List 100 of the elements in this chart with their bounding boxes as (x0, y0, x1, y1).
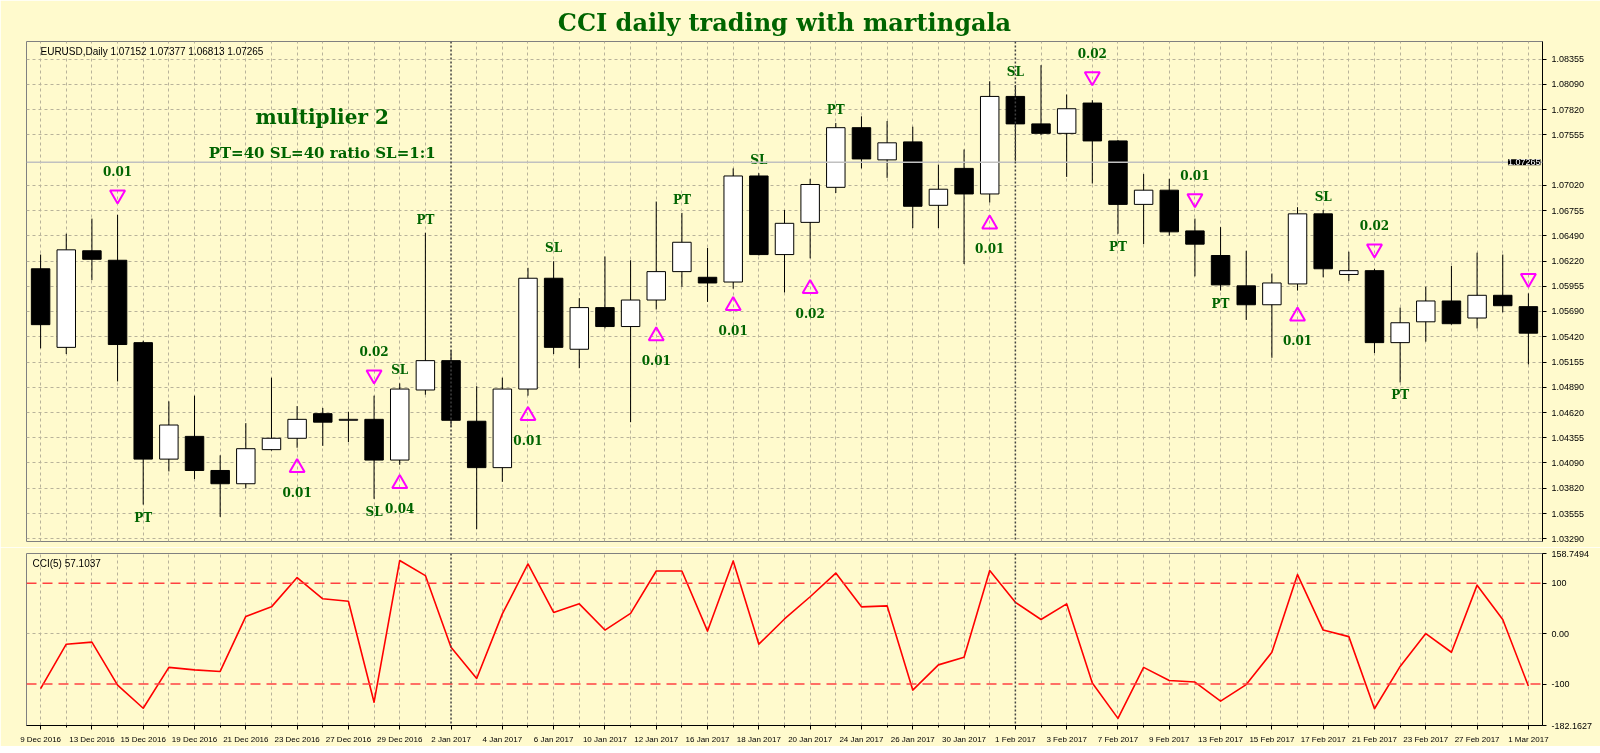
annotation: PT (134, 510, 153, 525)
candlestick (1493, 254, 1513, 313)
annotation: 0.02 (1077, 46, 1107, 61)
point (109, 189, 127, 205)
y-tick-label: 1.05955 (1551, 281, 1585, 292)
y-tick-label: -182.1627 (1551, 720, 1593, 731)
y-tick-label: 1.07555 (1551, 129, 1585, 140)
candlestick (261, 377, 282, 452)
candlestick (1339, 251, 1359, 282)
point (647, 326, 665, 342)
x-tick-label: 27 Dec 2016 (325, 734, 372, 744)
y-tick-label: 1.04355 (1551, 432, 1585, 443)
annotation: PT (672, 192, 691, 207)
y-tick-label: 1.05690 (1551, 306, 1585, 317)
candlestick (697, 247, 718, 303)
chart-title: CCI daily trading with martingala (557, 7, 1012, 37)
point (1083, 71, 1101, 87)
y-tick-label: 1.05155 (1551, 357, 1585, 368)
candlestick (287, 405, 307, 449)
annotation: SL (391, 363, 409, 378)
y-tick-label: 1.07020 (1551, 180, 1585, 191)
annotation: PT (1108, 239, 1128, 254)
x-tick-label: 15 Dec 2016 (120, 734, 167, 744)
candlestick (338, 411, 359, 443)
point (724, 296, 742, 312)
candlestick (1262, 273, 1282, 359)
candlestick (313, 407, 333, 447)
y-tick-label: 1.08355 (1551, 54, 1585, 65)
x-tick-label: 12 Jan 2017 (634, 734, 679, 744)
ref-line-label: 1.07265 (1507, 157, 1541, 168)
annotation: 0.02 (795, 306, 825, 321)
x-tick-label: 9 Dec 2016 (20, 734, 62, 744)
x-tick-label: 1 Mar 2017 (1508, 734, 1550, 744)
x-tick-label: 7 Feb 2017 (1097, 734, 1139, 744)
y-tick-label: 1.06220 (1551, 256, 1585, 267)
point (1519, 272, 1537, 288)
x-tick-label: 27 Feb 2017 (1454, 734, 1501, 744)
candlestick (595, 255, 615, 329)
x-tick-label: 20 Jan 2017 (788, 734, 833, 744)
candlestick (1236, 250, 1256, 321)
candlestick (1467, 252, 1487, 329)
point (1289, 306, 1307, 322)
candlestick (1416, 286, 1436, 343)
candlestick (1441, 265, 1462, 326)
candlestick (1185, 218, 1205, 277)
x-tick-label: 10 Jan 2017 (582, 734, 628, 744)
x-tick-label: 13 Feb 2017 (1198, 734, 1244, 744)
x-tick-label: 21 Dec 2016 (223, 734, 270, 744)
point (519, 405, 537, 421)
y-tick-label: 1.04090 (1551, 457, 1585, 468)
point (1186, 193, 1204, 209)
y-tick-label: 1.08090 (1551, 79, 1585, 90)
x-tick-label: 29 Dec 2016 (377, 734, 423, 744)
x-tick-label: 26 Jan 2017 (890, 734, 936, 744)
y-tick-label: 0.00 (1551, 628, 1570, 639)
candlestick (928, 164, 949, 229)
x-tick-label: 30 Jan 2017 (942, 734, 987, 744)
candlestick (1031, 64, 1051, 136)
annotation: 0.01 (975, 242, 1005, 257)
annotation: 0.01 (513, 433, 543, 448)
candlestick (877, 120, 897, 179)
y-tick-label: 1.06755 (1551, 205, 1585, 216)
y-tick-label: 158.7494 (1551, 548, 1590, 559)
annotation: SL (545, 241, 563, 256)
x-tick-label: 9 Feb 2017 (1149, 734, 1191, 744)
x-tick-label: 1 Feb 2017 (995, 734, 1037, 744)
annotation: multiplier 2 (255, 104, 389, 129)
annotation: 0.01 (1282, 334, 1313, 349)
candlestick (210, 454, 230, 518)
x-tick-label: 16 Jan 2017 (685, 734, 731, 744)
x-tick-label: 24 Jan 2017 (839, 734, 885, 744)
y-tick-label: 100 (1551, 578, 1567, 589)
y-tick-label: 1.06490 (1551, 230, 1585, 241)
annotation: 0.01 (1180, 168, 1210, 183)
point (288, 457, 306, 473)
x-tick-label: 21 Feb 2017 (1352, 734, 1398, 744)
annotation: PT (1211, 296, 1230, 311)
annotation: SL (365, 504, 384, 519)
annotation: SL (1006, 65, 1025, 80)
x-tick-label: 18 Jan 2017 (736, 734, 782, 744)
x-tick-label: 23 Dec 2016 (274, 734, 321, 744)
candlestick (1133, 173, 1154, 245)
x-tick-label: 19 Dec 2016 (171, 734, 218, 744)
y-tick-label: 1.07820 (1551, 104, 1585, 115)
x-tick-label: 13 Dec 2016 (69, 734, 116, 744)
annotation: PT=40 SL=40 ratio SL=1:1 (208, 143, 436, 162)
y-tick-label: 1.04890 (1551, 382, 1585, 393)
annotation: PT (826, 102, 845, 117)
annotation: 0.01 (641, 354, 671, 369)
y-tick-label: 1.03820 (1551, 483, 1585, 494)
point (801, 279, 819, 294)
x-tick-label: 17 Feb 2017 (1300, 734, 1347, 744)
annotation: 0.02 (359, 344, 389, 359)
y-tick-label: 1.04620 (1551, 407, 1585, 418)
y-tick-label: 1.05420 (1551, 331, 1585, 342)
x-tick-label: 4 Jan 2017 (482, 734, 523, 744)
point (391, 474, 409, 490)
candlestick (82, 218, 102, 281)
annotation: 0.02 (1359, 218, 1390, 233)
candlestick (1390, 307, 1410, 383)
